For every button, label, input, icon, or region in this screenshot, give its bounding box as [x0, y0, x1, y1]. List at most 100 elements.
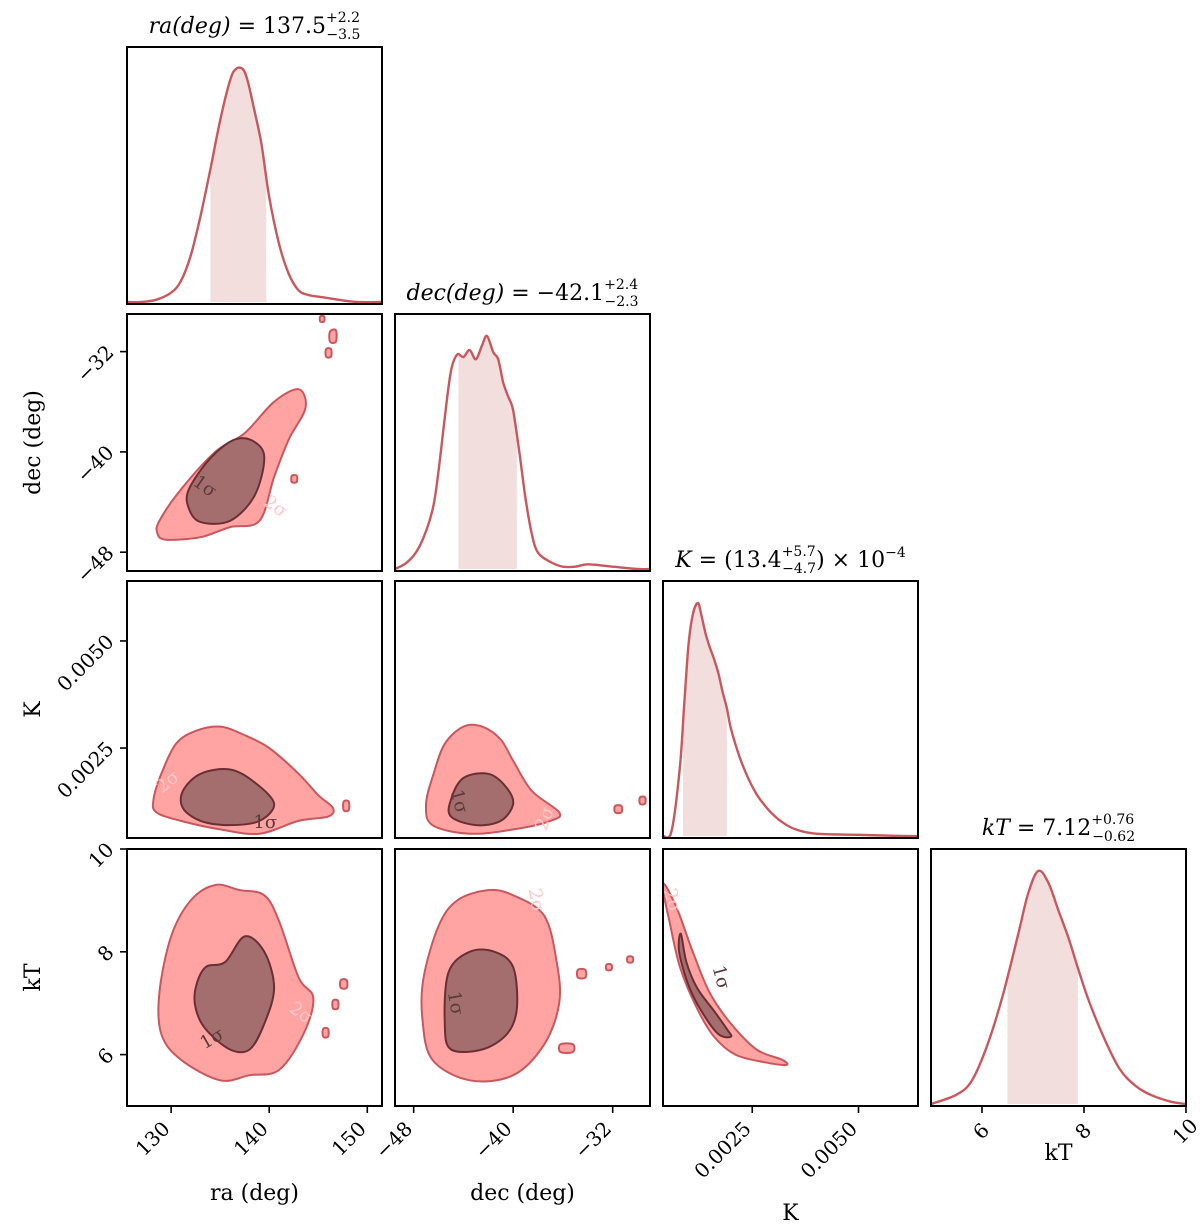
y-tick-label-K: 0.0025: [52, 737, 118, 803]
title-part: −3.5: [326, 27, 360, 43]
marginal-dec: [395, 334, 650, 571]
panel-frame-0-2: [126, 580, 383, 839]
title-part: +2.4: [604, 277, 638, 293]
contour-label-1sigma: 1σ: [253, 812, 277, 833]
title-part: = −42.1: [504, 281, 604, 306]
x-axis-label-dec: dec (deg): [470, 1181, 575, 1206]
x-tick-label-dec: −48: [370, 1117, 417, 1164]
contour-label-2sigma: 2σ: [524, 887, 549, 914]
marginal-curve-dec: [395, 334, 650, 571]
contour-2sigma-island: [342, 799, 351, 813]
panel-frame-0-0: [126, 46, 383, 305]
title-part: +0.76: [1091, 812, 1134, 828]
contour-2sigma-island: [290, 473, 299, 484]
y-tick-label-kT: 6: [93, 1043, 119, 1069]
contour-1sigma: [179, 768, 276, 827]
contour-2sigma-island: [339, 978, 349, 990]
x-tick-label-dec: −32: [569, 1117, 616, 1164]
contour-2sigma-island: [575, 967, 588, 980]
title-part: +2.2: [326, 10, 360, 26]
contour-1sigma: [193, 935, 276, 1054]
x-tick-label-kT: 10: [1168, 1114, 1200, 1149]
marginal-band-ra: [210, 69, 267, 302]
panel-frame-0-3: [126, 848, 383, 1107]
contour-label-2sigma: 2σ: [659, 886, 685, 914]
y-tick-label-dec: −40: [72, 440, 119, 487]
panel-frame-1-1: [394, 313, 651, 572]
x-tick-label-ra: 140: [229, 1117, 273, 1161]
title-part: +5.7: [782, 544, 816, 560]
contour-label-1sigma: 1σ: [708, 963, 734, 991]
x-tick-label-K: 0.0050: [796, 1117, 862, 1183]
x-tick-label-ra: 130: [131, 1117, 175, 1161]
marginal-title-K: K = (13.4+5.7 −4.7) × 10−4: [674, 544, 906, 577]
x-tick-label-dec: −40: [470, 1117, 517, 1164]
panel-frame-2-2: [662, 580, 919, 839]
marginal-title-dec: dec(deg) = −42.1+2.4 −2.3: [406, 277, 638, 310]
contour-2sigma-island: [638, 795, 647, 806]
panel-frame-3-3: [930, 848, 1187, 1107]
y-axis-label-dec: dec (deg): [21, 390, 46, 495]
title-part: dec(deg): [406, 281, 504, 306]
title-part: kT: [982, 816, 1012, 841]
contour-1sigma: [447, 772, 515, 827]
x-tick-label-ra: 150: [327, 1117, 371, 1161]
title-part: = (13.4: [692, 548, 782, 573]
marginal-title-kT: kT = 7.12+0.76 −0.62: [982, 812, 1135, 845]
marginal-curve-kT: [931, 869, 1186, 1106]
x-axis-label-kT: kT: [1044, 1141, 1072, 1166]
contour-1sigma: [185, 437, 266, 525]
panel-frame-2-3: [662, 848, 919, 1107]
joint-dec-kT: 1σ 2σ: [420, 887, 635, 1083]
title-part: −4: [885, 545, 906, 561]
title-part: ) × 10: [816, 548, 885, 573]
panel-frame-0-1: [126, 313, 383, 572]
contour-2sigma-island: [321, 1026, 330, 1039]
x-tick-label-kT: 6: [968, 1118, 994, 1144]
contour-label-1sigma: 1σ: [443, 990, 468, 1017]
title-part: −0.62: [1092, 829, 1135, 845]
y-tick-label-kT: 10: [84, 838, 119, 873]
marginal-band-dec: [458, 336, 517, 569]
panel-frame-1-3: [394, 848, 651, 1107]
x-axis-label-ra: ra (deg): [210, 1181, 299, 1206]
title-part: = 137.5: [231, 14, 326, 39]
x-tick-label-K: 0.0025: [689, 1117, 755, 1183]
contour-2sigma-island: [324, 347, 333, 359]
contour-1sigma: [443, 948, 519, 1054]
title-part: −4.7: [782, 561, 816, 577]
marginal-curve-K: [663, 601, 918, 838]
marginal-curve-ra: [127, 66, 382, 304]
y-tick-label-dec: −48: [72, 541, 119, 588]
x-axis-label-K: K: [782, 1201, 799, 1226]
y-tick-label-dec: −32: [72, 340, 119, 387]
y-tick-label-K: 0.0050: [52, 630, 118, 696]
title-part: ra(deg): [149, 14, 231, 39]
marginal-band-kT: [1007, 871, 1078, 1104]
marginal-kT: [931, 869, 1186, 1106]
title-part: K: [674, 548, 693, 573]
marginal-title-ra: ra(deg) = 137.5+2.2 −3.5: [149, 10, 361, 43]
marginal-band-K: [683, 603, 727, 836]
y-axis-label-kT: kT: [21, 963, 46, 991]
contour-2sigma-island: [604, 963, 614, 972]
contour-2sigma-island: [626, 955, 635, 964]
marginal-K: [663, 601, 918, 838]
y-axis-label-K: K: [21, 701, 46, 718]
panel-frame-1-2: [394, 580, 651, 839]
y-tick-label-kT: 8: [93, 940, 119, 966]
contour-2sigma-island: [328, 328, 338, 344]
title-part: −2.3: [605, 294, 639, 310]
title-part: = 7.12: [1010, 816, 1091, 841]
marginal-ra: [127, 66, 382, 304]
contour-2sigma-island: [318, 314, 326, 324]
contour-2sigma-island: [613, 804, 624, 815]
contour-2sigma-island: [557, 1042, 576, 1054]
contour-2sigma-island: [331, 998, 340, 1011]
joint-K-kT: 2σ 1σ: [659, 882, 789, 1066]
